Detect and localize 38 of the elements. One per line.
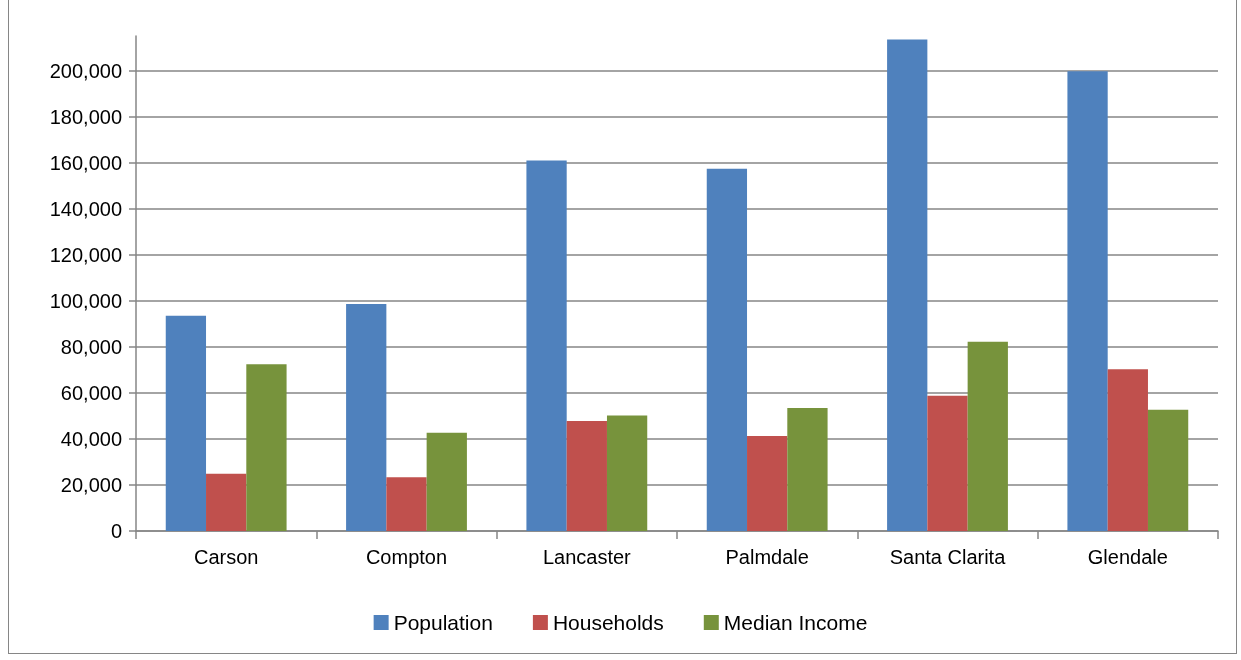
legend-label: Median Income (723, 611, 868, 634)
bar (927, 395, 968, 531)
y-tick-label: 80,000 (60, 335, 122, 358)
bar (706, 168, 748, 531)
bar (967, 341, 1008, 531)
y-tick-label: 0 (110, 520, 122, 542)
x-tick-label: Carson (193, 546, 259, 568)
x-tick-label: Compton (365, 546, 448, 568)
y-tick-label: 100,000 (49, 289, 122, 312)
bar (426, 432, 467, 531)
x-tick-label: Santa Clarita (889, 546, 1007, 568)
x-tick-label: Palmdale (725, 546, 809, 568)
bar (1107, 369, 1148, 531)
y-tick-label: 60,000 (60, 381, 122, 404)
y-tick-label: 20,000 (60, 473, 122, 496)
legend-label: Households (552, 611, 664, 634)
bar (787, 408, 828, 531)
bar (566, 420, 607, 531)
x-tick-label: Lancaster (542, 546, 632, 568)
x-tick-label: Glendale (1087, 546, 1168, 568)
bar (206, 473, 247, 531)
y-tick-label: 160,000 (49, 151, 122, 174)
y-tick-label: 40,000 (60, 427, 122, 450)
y-tick-label: 180,000 (49, 105, 122, 128)
bar (887, 39, 928, 531)
bar (346, 303, 387, 531)
y-tick-label: 200,000 (49, 59, 122, 82)
bar (1067, 71, 1108, 531)
bar (246, 364, 287, 531)
bar (526, 160, 567, 531)
bar (606, 415, 648, 531)
y-tick-label: 140,000 (49, 197, 122, 220)
legend-label: Population (393, 611, 493, 634)
y-tick-label: 120,000 (49, 243, 122, 266)
bar (1147, 409, 1189, 531)
bar (747, 435, 788, 531)
bar (386, 477, 427, 531)
bar (165, 315, 207, 531)
